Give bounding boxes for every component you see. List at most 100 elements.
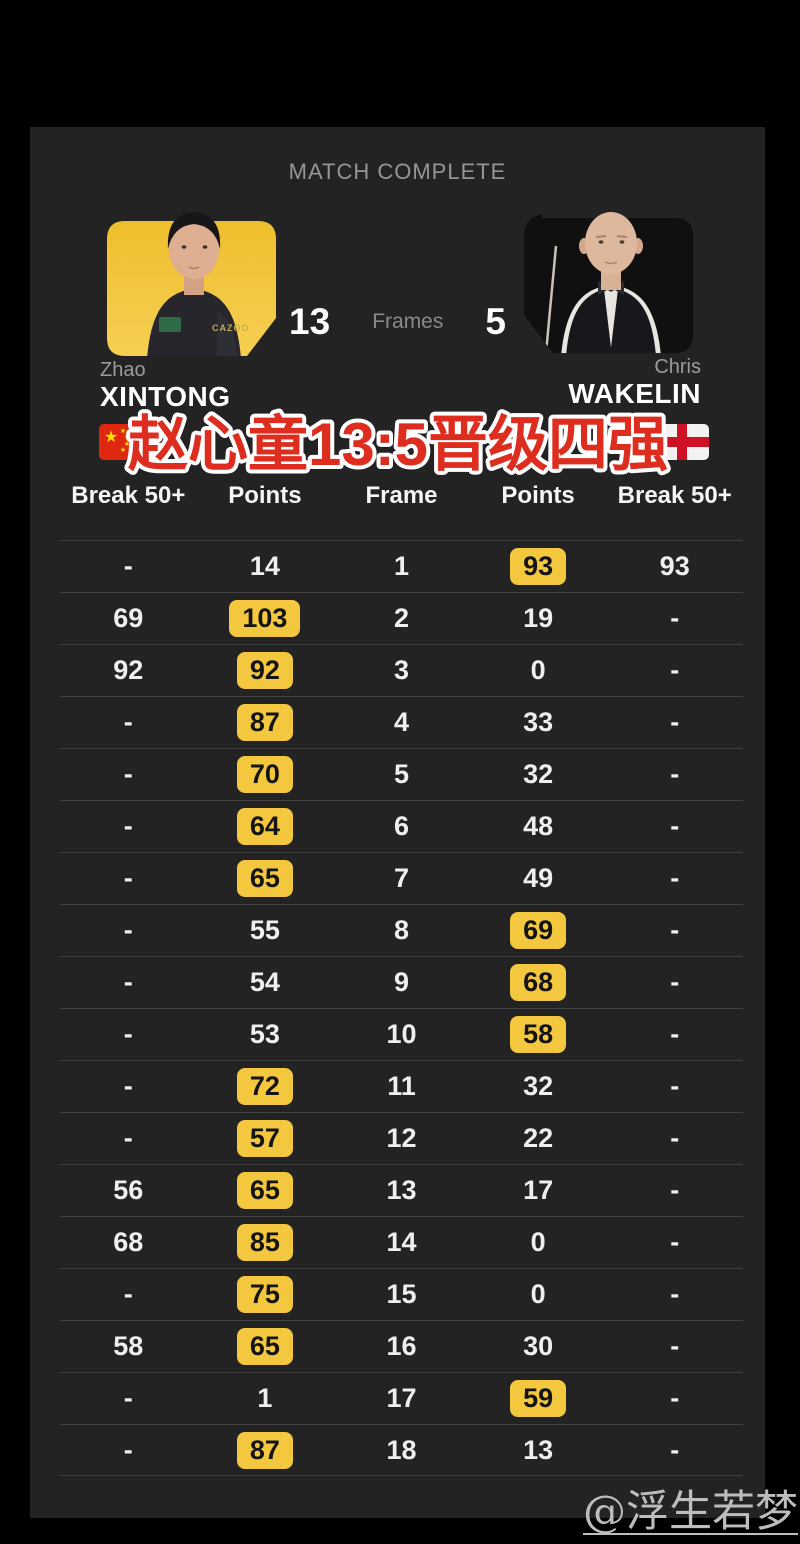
zhao-face	[169, 219, 219, 279]
zhao-break-cell: -	[123, 1434, 133, 1465]
header-wakelin-break: Break 50+	[617, 482, 732, 509]
table-row-frame-18: - 87 18 13 -	[60, 1424, 743, 1476]
zhao-break-cell: 68	[113, 1227, 144, 1257]
wakelin-break-cell: -	[670, 811, 680, 841]
table-row-frame-10: - 53 10 58 -	[60, 1008, 743, 1060]
wakelin-vest-left	[566, 289, 612, 353]
wakelin-points-cell: 33	[523, 707, 554, 737]
table-row-frame-14: 68 85 14 0 -	[60, 1216, 743, 1268]
wakelin-break-cell: -	[670, 655, 680, 685]
table-row-frame-6: - 64 6 48 -	[60, 800, 743, 852]
wakelin-points-cell: 22	[523, 1123, 554, 1153]
zhao-break-cell: 69	[113, 603, 144, 633]
zhao-break-cell: -	[123, 1019, 133, 1049]
table-row-frame-3: 92 92 3 0 -	[60, 644, 743, 696]
zhao-points-cell: 92	[236, 652, 293, 689]
zhao-break-cell: -	[123, 811, 133, 841]
wakelin-break-cell: -	[670, 1227, 680, 1257]
header-zhao-break: Break 50+	[71, 482, 186, 509]
frame-number-cell: 4	[393, 707, 409, 737]
zhao-points-cell: 54	[249, 967, 280, 997]
frame-number-cell: 7	[393, 863, 409, 893]
table-row-frame-15: - 75 15 0 -	[60, 1268, 743, 1320]
frame-number-cell: 3	[393, 655, 409, 685]
frame-number-cell: 11	[387, 1071, 416, 1101]
wakelin-points-cell: 19	[523, 603, 554, 633]
zhao-break-cell: -	[123, 915, 133, 945]
frame-number-cell: 16	[386, 1331, 417, 1361]
zhao-points-cell: 72	[236, 1068, 293, 1105]
wakelin-points-cell: 0	[530, 1279, 546, 1309]
wakelin-points-cell: 48	[523, 811, 554, 841]
zhao-points-cell: 65	[236, 1328, 293, 1365]
frame-number-cell: 14	[386, 1227, 417, 1257]
zhao-points-cell: 55	[249, 915, 280, 945]
zhao-break-cell: -	[123, 1279, 133, 1309]
score-row: 13 Frames 5	[30, 299, 765, 345]
wakelin-break-cell: 93	[659, 551, 690, 581]
table-row-frame-2: 69 103 2 19 -	[60, 592, 743, 644]
zhao-break-cell: 58	[113, 1331, 144, 1361]
wakelin-points-cell: 13	[523, 1434, 554, 1465]
zhao-break-cell: -	[123, 1383, 133, 1413]
header-wakelin-points: Points	[501, 482, 575, 509]
wakelin-break-cell: -	[670, 759, 680, 789]
wakelin-first-name: Chris	[654, 356, 701, 378]
watermark: @浮生若梦	[583, 1487, 798, 1537]
zhao-points-cell: 65	[236, 860, 293, 897]
zhao-shirt-patch	[159, 317, 181, 332]
frame-number-cell: 15	[386, 1279, 417, 1309]
zhao-break-cell: -	[123, 759, 133, 789]
overlay-headline: 赵心童13:5晋级四强	[128, 411, 668, 478]
zhao-frame-score: 13	[289, 301, 331, 342]
svg-text:★: ★	[124, 433, 130, 441]
table-row-frame-8: - 55 8 69 -	[60, 904, 743, 956]
wakelin-break-cell: -	[670, 967, 680, 997]
wakelin-points-cell: 93	[510, 548, 567, 585]
zhao-points-cell: 57	[236, 1120, 293, 1157]
wakelin-points-cell: 0	[530, 655, 546, 685]
zhao-name-block: Zhao XINTONG	[100, 358, 231, 412]
table-row-frame-9: - 54 9 68 -	[60, 956, 743, 1008]
frames-label: Frames	[372, 310, 444, 333]
svg-text:★: ★	[104, 429, 118, 446]
table-row-frame-4: - 87 4 33 -	[60, 696, 743, 748]
table-row-frame-13: 56 65 13 17 -	[60, 1164, 743, 1216]
zhao-break-cell: -	[123, 1071, 133, 1101]
frames-table: - 14 1 93 93 69 103 2 19 - 92 92 3 0 -	[60, 540, 743, 1476]
wakelin-break-cell: -	[670, 1279, 680, 1309]
wakelin-points-cell: 30	[523, 1331, 554, 1361]
zhao-points-cell: 75	[236, 1276, 293, 1313]
scoreboard-card: MATCH COMPLETE CAZOO	[30, 127, 765, 1518]
wakelin-frame-score: 5	[485, 301, 506, 342]
zhao-break-cell: -	[123, 707, 133, 737]
china-flag-icon: ★ ★ ★ ★ ★	[99, 424, 153, 460]
table-row-frame-7: - 65 7 49 -	[60, 852, 743, 904]
svg-text:★: ★	[124, 440, 130, 448]
wakelin-points-cell: 58	[510, 1016, 567, 1053]
zhao-points-cell: 65	[236, 1172, 293, 1209]
zhao-points-cell: 70	[236, 756, 293, 793]
zhao-break-cell: -	[123, 1123, 133, 1153]
table-row-frame-16: 58 65 16 30 -	[60, 1320, 743, 1372]
zhao-break-cell: 92	[113, 655, 144, 685]
zhao-break-cell: -	[123, 967, 133, 997]
wakelin-break-cell: -	[670, 1383, 680, 1413]
england-flag-icon	[655, 424, 709, 460]
frame-number-cell: 2	[393, 603, 409, 633]
zhao-points-cell: 85	[236, 1224, 293, 1261]
table-header-row: Break 50+ Points Frame Points Break 50+	[60, 477, 743, 515]
frame-number-cell: 17	[386, 1383, 417, 1413]
zhao-points-cell: 14	[249, 551, 280, 581]
zhao-points-cell: 53	[249, 1019, 280, 1049]
frame-number-cell: 6	[393, 811, 409, 841]
zhao-points-cell: 103	[229, 600, 301, 637]
wakelin-bald-head	[585, 212, 637, 274]
zhao-points-cell: 64	[236, 808, 293, 845]
zhao-shirt-logo: CAZOO	[212, 323, 250, 333]
zhao-break-cell: 56	[113, 1175, 144, 1205]
zhao-points-cell: 1	[257, 1383, 273, 1413]
zhao-last-name: XINTONG	[100, 381, 231, 412]
zhao-points-cell: 87	[236, 704, 293, 741]
